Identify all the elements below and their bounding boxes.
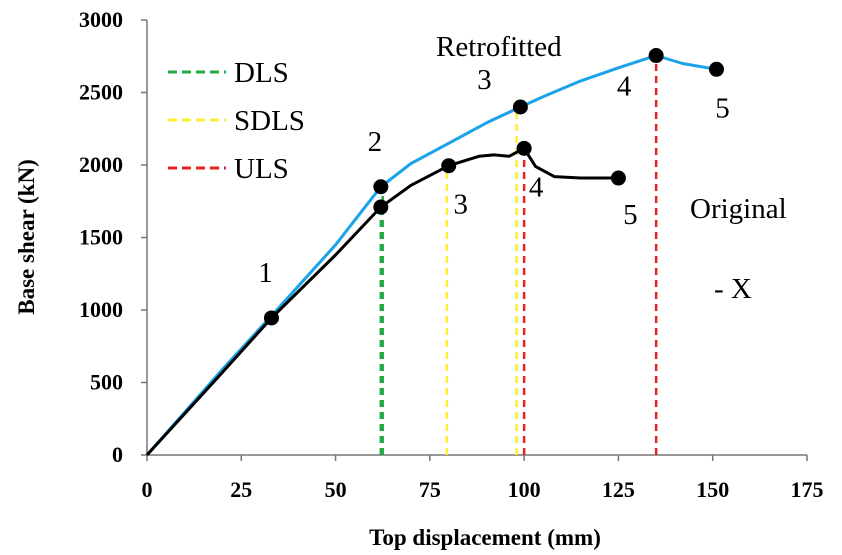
series-group: [147, 56, 717, 456]
x-tick-label: 25: [230, 477, 252, 502]
y-tick-label: 1500: [79, 225, 123, 250]
point-label: 2: [368, 126, 383, 158]
original-annotation: Original: [690, 193, 787, 225]
point-label: 5: [715, 92, 730, 124]
x-tick-label: 175: [791, 477, 824, 502]
legend-label-uls: ULS: [234, 153, 289, 185]
data-point-retrofitted: [373, 179, 388, 194]
point-label: 4: [529, 171, 544, 203]
retrofitted-annotation: Retrofitted: [436, 31, 562, 63]
data-point-original: [441, 158, 456, 173]
point-label: 3: [477, 64, 492, 96]
point-label: 3: [453, 189, 468, 221]
y-tick-label: 3000: [79, 7, 123, 32]
y-axis-title: Base shear (kN): [14, 159, 39, 314]
data-point-original: [264, 310, 279, 325]
data-point-retrofitted: [513, 100, 528, 115]
y-tick-label: 1000: [79, 297, 123, 322]
legend-label-sdls: SDLS: [234, 105, 305, 137]
point-label: 4: [617, 71, 632, 103]
data-point-original: [373, 200, 388, 215]
x-tick-label: 150: [696, 477, 729, 502]
data-point-retrofitted: [649, 48, 664, 63]
y-tick-label: 2500: [79, 80, 123, 105]
data-point-original: [517, 141, 532, 156]
legend: DLS SDLS ULS: [168, 57, 305, 185]
x-tick-label: 75: [419, 477, 441, 502]
point-label: 1: [258, 257, 273, 289]
y-tick-label: 0: [112, 442, 123, 467]
x-axis-title: Top displacement (mm): [369, 525, 601, 550]
y-tick-label: 2000: [79, 152, 123, 177]
data-point-original: [611, 171, 626, 186]
series-line-original: [147, 148, 618, 455]
marker-group: 2 3 4 5 1 3 4 5: [258, 48, 730, 325]
direction-annotation: - X: [714, 273, 752, 305]
legend-label-dls: DLS: [234, 57, 289, 89]
x-tick-label: 125: [602, 477, 635, 502]
point-label: 5: [623, 199, 638, 231]
x-tick-label: 100: [508, 477, 541, 502]
data-point-retrofitted: [709, 62, 724, 77]
y-tick-label: 500: [90, 370, 123, 395]
x-tick-label: 50: [325, 477, 347, 502]
series-line-retrofitted: [147, 56, 717, 456]
limit-state-lines: [381, 56, 656, 455]
x-tick-label: 0: [142, 477, 153, 502]
